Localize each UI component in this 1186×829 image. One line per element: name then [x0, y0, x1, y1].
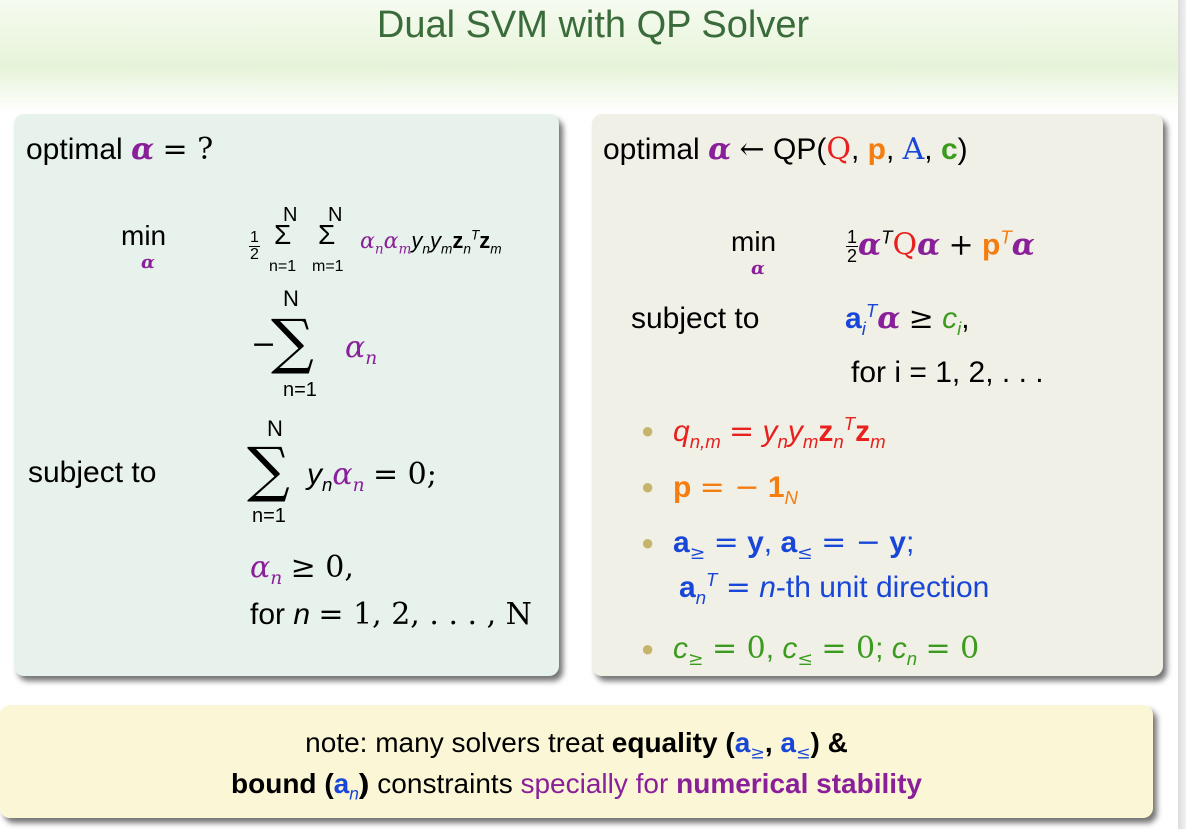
bullet-a-unit: anT = n-th unit direction — [679, 569, 990, 608]
for-label: for — [250, 598, 286, 631]
title-bar — [0, 0, 1186, 112]
sum3-top: N — [267, 416, 283, 441]
page-title: Dual SVM with QP Solver — [376, 4, 810, 46]
sum-top-n: N — [283, 204, 298, 226]
bullet-p: p = − 1N — [673, 470, 798, 508]
note-line-1: note: many solvers treat equality (a≥, a… — [305, 727, 848, 764]
objective-summand: αnαmynymznTzm — [360, 227, 502, 258]
note-equality: equality ( — [611, 727, 735, 758]
right-formulation-box — [592, 114, 1163, 676]
note-text-2: ) & — [810, 727, 848, 758]
right-heading-label: optimal — [603, 133, 700, 166]
bullet-a: a≥ = y, a≤ = − y; — [673, 525, 915, 564]
left-heading: optimal α = ? — [26, 135, 213, 165]
sum-bottom-n: n=1 — [269, 258, 297, 275]
sum2-top: N — [283, 286, 299, 311]
constraint-equality-tail: = 0; — [372, 457, 437, 492]
sum-bottom-m: m=1 — [312, 258, 344, 275]
qp-constraint-range: for i = 1, 2, . . . — [851, 356, 1044, 389]
sum3-symbol: ∑ — [247, 435, 290, 505]
note-text-3: ) constraints — [360, 768, 513, 799]
constraint-nonneg: αn ≥ 0, — [250, 550, 354, 589]
left-subject-to: subject to — [28, 456, 157, 489]
qp-function: QP( — [772, 133, 827, 166]
right-heading: optimal α ← QP(Q, p, A, c) — [603, 132, 968, 167]
note-line-2: bound (an)) constraints specially for nu… — [231, 768, 922, 804]
constraint-range: for n = 1, 2, . . . , N — [250, 597, 532, 632]
sum3-bottom: n=1 — [252, 505, 286, 527]
qp-constraint: aiTα ≥ ci, — [845, 300, 970, 339]
bullet-icon: ● — [641, 530, 655, 555]
alpha-symbol: α — [131, 132, 155, 167]
note-numerical-stability: numerical stability — [676, 768, 922, 799]
unit-direction-text: -th unit direction — [775, 571, 990, 604]
qp-objective: 1 2 αTQα + pTα — [846, 226, 1035, 266]
left-heading-label: optimal — [26, 133, 123, 166]
right-min-sub: α — [751, 258, 765, 279]
note-bound: bound ( — [231, 768, 334, 799]
left-arrow-icon: ← — [739, 132, 765, 167]
bullet-c: c≥ = 0, c≤ = 0; cn = 0 — [673, 631, 980, 670]
left-min-sub: α — [141, 252, 155, 273]
minus-sign: − — [251, 327, 277, 362]
left-heading-rest: = ? — [162, 132, 214, 167]
scrollbar[interactable] — [1178, 0, 1186, 829]
sum2-term: αn — [345, 330, 378, 369]
sum-symbol-n: Σ — [274, 219, 292, 250]
constraint-nonneg-tail: ≥ 0, — [290, 550, 354, 585]
sum2-symbol: ∑ — [271, 307, 314, 377]
bullet-icon: ● — [641, 418, 655, 443]
note-box — [0, 705, 1153, 818]
right-min-label: min — [731, 226, 777, 257]
note-text-1: note: many solvers treat — [305, 727, 604, 758]
sum-symbol-m: Σ — [318, 219, 336, 250]
left-min-label: min — [121, 220, 167, 251]
bullet-q: qn,m = ynymznTzm — [673, 413, 886, 452]
bullet-icon: ● — [641, 474, 655, 499]
constraint-range-tail: = 1, 2, . . . , N — [318, 597, 532, 632]
bullet-icon: ● — [641, 636, 655, 661]
sum-top-m: N — [328, 204, 343, 226]
note-text-4: specially for — [520, 768, 669, 799]
right-subject-to: subject to — [631, 302, 760, 335]
sum2-bottom: n=1 — [283, 379, 317, 401]
constraint-equality: ynαn = 0; — [307, 457, 437, 496]
left-formulation-box — [14, 114, 559, 676]
